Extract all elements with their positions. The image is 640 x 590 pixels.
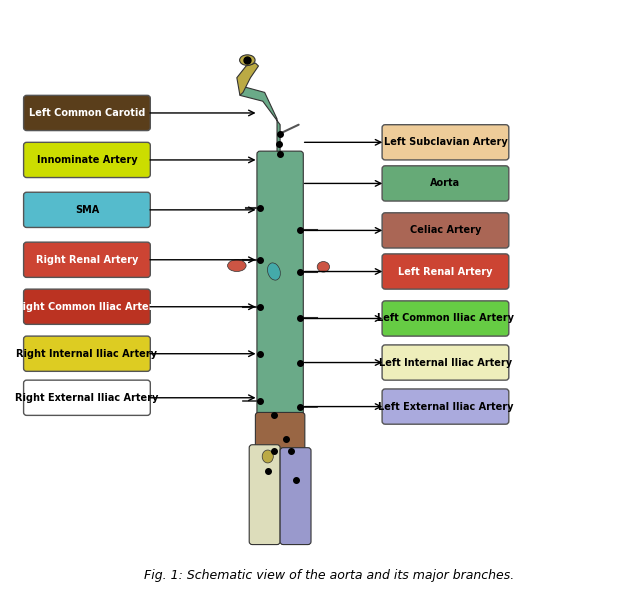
FancyBboxPatch shape <box>24 380 150 415</box>
Text: Left Renal Artery: Left Renal Artery <box>398 267 493 277</box>
FancyBboxPatch shape <box>382 213 509 248</box>
FancyBboxPatch shape <box>24 289 150 325</box>
Text: Right Internal Iliac Artery: Right Internal Iliac Artery <box>17 349 157 359</box>
FancyBboxPatch shape <box>249 445 280 545</box>
FancyBboxPatch shape <box>382 254 509 289</box>
Text: Left Common Iliac Artery: Left Common Iliac Artery <box>377 313 514 323</box>
FancyBboxPatch shape <box>382 301 509 336</box>
Ellipse shape <box>239 55 255 65</box>
Text: Left Internal Iliac Artery: Left Internal Iliac Artery <box>379 358 512 368</box>
FancyBboxPatch shape <box>24 336 150 371</box>
FancyBboxPatch shape <box>382 124 509 160</box>
FancyBboxPatch shape <box>24 142 150 178</box>
Text: Left External Iliac Artery: Left External Iliac Artery <box>378 402 513 412</box>
FancyBboxPatch shape <box>382 166 509 201</box>
FancyBboxPatch shape <box>382 389 509 424</box>
Text: Left Subclavian Artery: Left Subclavian Artery <box>383 137 508 148</box>
Ellipse shape <box>268 263 280 280</box>
FancyBboxPatch shape <box>24 96 150 130</box>
FancyBboxPatch shape <box>280 448 311 545</box>
Ellipse shape <box>262 450 273 463</box>
PathPatch shape <box>237 63 259 96</box>
Text: Left Common Carotid: Left Common Carotid <box>29 108 145 118</box>
Text: Right External Iliac Artery: Right External Iliac Artery <box>15 393 159 403</box>
PathPatch shape <box>240 87 280 151</box>
Text: Celiac Artery: Celiac Artery <box>410 225 481 235</box>
Text: SMA: SMA <box>75 205 99 215</box>
Text: Right Renal Artery: Right Renal Artery <box>36 255 138 265</box>
FancyBboxPatch shape <box>24 192 150 228</box>
FancyBboxPatch shape <box>257 151 303 480</box>
Text: Right Common Iliac Artery: Right Common Iliac Artery <box>15 301 159 312</box>
Text: Aorta: Aorta <box>430 178 461 188</box>
Text: Innominate Artery: Innominate Artery <box>36 155 137 165</box>
FancyBboxPatch shape <box>255 412 305 454</box>
Text: Fig. 1: Schematic view of the aorta and its major branches.: Fig. 1: Schematic view of the aorta and … <box>145 569 515 582</box>
Ellipse shape <box>317 261 330 272</box>
FancyBboxPatch shape <box>24 242 150 277</box>
FancyBboxPatch shape <box>382 345 509 380</box>
Ellipse shape <box>228 260 246 271</box>
